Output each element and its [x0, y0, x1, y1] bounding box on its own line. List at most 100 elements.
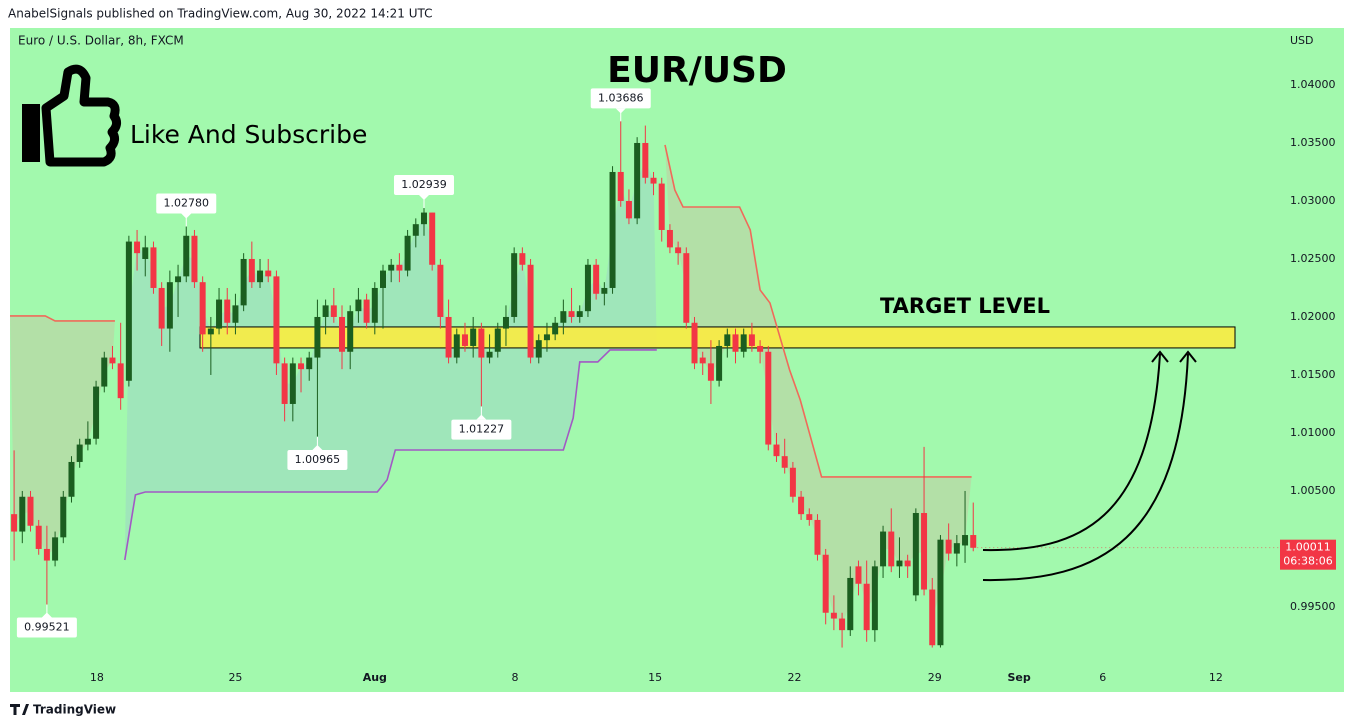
annotation-arrow	[312, 445, 323, 451]
candle-body	[724, 334, 731, 346]
x-tick-label: 8	[511, 671, 518, 684]
candle-body	[863, 583, 870, 631]
candle-body	[511, 253, 518, 317]
annotation-box	[16, 617, 77, 638]
candle-body	[273, 276, 280, 364]
candle-body	[60, 496, 67, 538]
candle-body	[666, 229, 673, 248]
candle-body	[798, 496, 805, 515]
candle-body	[84, 438, 91, 445]
candle-body	[494, 328, 501, 352]
candle-body	[412, 224, 419, 236]
last-price-box	[1280, 539, 1336, 570]
candle-body	[355, 299, 362, 312]
annotation-box	[393, 175, 454, 196]
candle-body	[625, 200, 632, 219]
candle-body	[904, 560, 911, 567]
candle-body	[953, 543, 960, 554]
candle-body	[175, 276, 182, 283]
candle-body	[699, 357, 706, 364]
y-tick-label: 1.03500	[1290, 136, 1336, 149]
candle-body	[814, 519, 821, 555]
trend-fill	[665, 144, 972, 625]
forecast-arrows	[982, 350, 1197, 582]
candle-body	[543, 334, 550, 341]
y-tick-label: 1.01500	[1290, 368, 1336, 381]
x-tick-label: 22	[788, 671, 802, 684]
candle-body	[552, 322, 559, 335]
candle-body	[748, 334, 755, 346]
candle-body	[839, 618, 846, 631]
candle-body	[207, 328, 214, 335]
candle-body	[830, 612, 837, 619]
trend-line	[10, 315, 115, 322]
annotation-label: 1.02780	[164, 196, 210, 209]
x-tick-label: 6	[1099, 671, 1106, 684]
annotation-arrow	[181, 213, 192, 219]
candle-body	[289, 363, 296, 404]
candle-body	[642, 142, 649, 178]
candle-body	[330, 305, 337, 317]
candle-body	[470, 328, 477, 346]
footer: TradingView	[33, 703, 116, 717]
candle-body	[371, 287, 378, 323]
y-tick-label: 1.00500	[1290, 484, 1336, 497]
candle-body	[773, 444, 780, 457]
tv-logo: TradingView	[10, 703, 116, 717]
candle-body	[19, 496, 26, 532]
candle-body	[634, 142, 641, 219]
annotation-box	[590, 88, 651, 109]
y-tick-label: 1.04000	[1290, 78, 1336, 91]
annotation-label: 1.00965	[295, 453, 341, 466]
target-zone	[199, 326, 1236, 349]
countdown-label: 06:38:06	[1283, 555, 1332, 568]
candle-body	[404, 235, 411, 271]
candle-body	[617, 171, 624, 201]
candle-body	[298, 363, 305, 370]
candle-body	[527, 264, 534, 358]
candle-body	[183, 235, 190, 277]
y-tick-label: 1.03000	[1290, 194, 1336, 207]
candle-body	[281, 363, 288, 404]
candle-body	[232, 305, 239, 323]
x-tick-label: Sep	[1008, 671, 1031, 684]
candle-body	[519, 253, 526, 265]
candle-body	[134, 241, 141, 254]
header: AnabelSignals published on TradingView.c…	[8, 7, 433, 21]
candle-body	[896, 560, 903, 567]
thumb-icon	[22, 64, 122, 167]
candle-body	[576, 311, 583, 317]
y-tick-label: 1.01000	[1290, 426, 1336, 439]
candle-body	[158, 287, 165, 329]
candle-body	[379, 270, 386, 288]
candle-body	[707, 363, 714, 381]
candle-body	[437, 264, 444, 317]
candle-body	[101, 357, 108, 387]
annotation-arrow	[418, 195, 429, 201]
candle-body	[117, 363, 124, 399]
candle-body	[478, 328, 485, 358]
candle-body	[52, 537, 59, 561]
candle-body	[166, 282, 173, 329]
symbol: Euro / U.S. Dollar, 8h, FXCM	[18, 34, 184, 48]
candle-body	[962, 535, 969, 546]
annotation-arrow	[476, 414, 487, 420]
x-tick-label: 12	[1209, 671, 1223, 684]
candle-body	[888, 531, 895, 567]
candle-body	[240, 258, 247, 306]
candle-body	[265, 270, 272, 277]
x-tick-label: Aug	[363, 671, 387, 684]
candle-body	[388, 264, 395, 271]
candle-body	[199, 282, 206, 335]
candle-body	[461, 334, 468, 346]
candle-body	[11, 514, 18, 532]
x-tick-label: 29	[928, 671, 942, 684]
candle-body	[257, 270, 264, 283]
candle-body	[822, 554, 829, 613]
candle-body	[363, 299, 370, 323]
annotation-arrow	[615, 108, 626, 114]
candle-body	[560, 311, 567, 323]
currency: USD	[1290, 34, 1314, 47]
